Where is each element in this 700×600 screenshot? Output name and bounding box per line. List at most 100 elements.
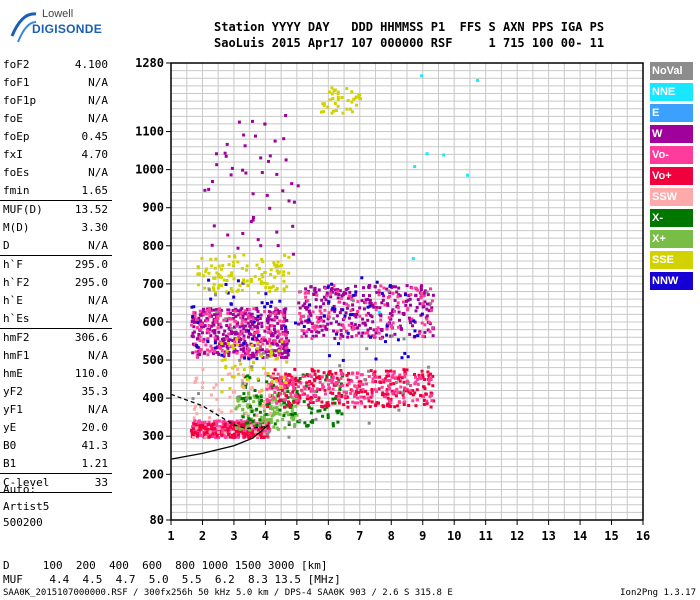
echo-point <box>220 267 223 271</box>
echo-point <box>272 377 276 381</box>
echo-point <box>288 380 292 384</box>
echo-point <box>210 347 214 350</box>
echo-point <box>262 432 266 436</box>
echo-point <box>363 321 367 325</box>
echo-point <box>242 386 246 390</box>
echo-point <box>242 368 246 372</box>
echo-point <box>331 290 335 294</box>
echo-point <box>381 298 385 302</box>
echo-point <box>331 424 335 428</box>
echo-point <box>236 279 240 283</box>
echo-point <box>379 337 383 341</box>
echo-point <box>318 380 322 384</box>
echo-point <box>219 308 223 312</box>
echo-point <box>236 428 240 432</box>
echo-point <box>361 321 365 325</box>
echo-point <box>225 349 229 353</box>
echo-point <box>427 320 431 324</box>
echo-point <box>284 343 288 347</box>
echo-point <box>330 111 334 115</box>
echo-point <box>313 372 317 376</box>
echo-point <box>205 431 209 434</box>
echo-point <box>208 416 212 420</box>
echo-point <box>255 422 259 426</box>
echo-point <box>396 391 400 395</box>
echo-point <box>199 433 203 437</box>
echo-point <box>397 325 400 329</box>
echo-point <box>191 316 195 320</box>
echo-point <box>282 137 286 141</box>
echo-point <box>351 400 355 404</box>
echo-point <box>359 395 363 399</box>
echo-point <box>243 356 247 360</box>
echo-point <box>239 343 243 347</box>
echo-point <box>345 87 349 91</box>
echo-point <box>366 318 370 322</box>
echo-point <box>352 313 356 316</box>
echo-point <box>323 324 327 328</box>
param-row: fmin 1.65 <box>0 182 112 201</box>
echo-point <box>285 285 289 289</box>
echo-point <box>232 375 236 379</box>
echo-point <box>261 404 265 407</box>
echo-point <box>273 312 277 316</box>
echo-point <box>416 334 420 338</box>
echo-point <box>222 337 226 341</box>
echo-point <box>388 379 392 382</box>
echo-point <box>425 317 429 321</box>
echo-point <box>298 377 302 380</box>
echo-point <box>274 397 278 401</box>
echo-point <box>266 384 270 388</box>
echo-point <box>403 386 406 390</box>
echo-point <box>278 386 282 389</box>
echo-point <box>375 328 379 332</box>
echo-point <box>322 319 326 323</box>
echo-point <box>239 362 243 366</box>
echo-point <box>281 320 285 324</box>
echo-point <box>334 371 338 375</box>
echo-point <box>323 388 327 392</box>
echo-point <box>373 370 377 374</box>
echo-point <box>426 293 430 297</box>
echo-point <box>281 418 285 421</box>
param-value: 306.6 <box>74 331 108 344</box>
echo-point <box>377 331 381 335</box>
echo-point <box>260 419 264 422</box>
echo-point <box>234 315 238 319</box>
echo-point <box>246 414 250 418</box>
echo-point <box>249 354 253 357</box>
echo-point <box>196 434 199 438</box>
echo-point <box>207 309 211 313</box>
echo-point <box>291 380 295 384</box>
echo-point <box>286 353 290 357</box>
x-tick-label: 7 <box>356 529 363 543</box>
echo-point <box>420 74 424 78</box>
echo-point <box>297 322 301 326</box>
echo-point <box>283 253 287 257</box>
echo-point <box>248 316 252 320</box>
echo-point <box>346 296 350 300</box>
param-value: 13.52 <box>74 203 108 216</box>
echo-point <box>225 345 229 349</box>
echo-point <box>269 286 273 290</box>
echo-point <box>213 341 217 345</box>
echo-point <box>256 238 260 242</box>
echo-point <box>340 294 344 298</box>
echo-point <box>315 399 319 403</box>
echo-point <box>428 378 431 382</box>
echo-point <box>396 295 400 299</box>
echo-point <box>356 371 360 375</box>
echo-point <box>234 426 238 430</box>
echo-point <box>211 435 215 438</box>
echo-point <box>307 386 311 390</box>
echo-point <box>266 340 270 344</box>
echo-point <box>302 314 306 318</box>
echo-point <box>328 98 332 102</box>
echo-point <box>301 329 305 333</box>
echo-point <box>244 311 247 315</box>
echo-point <box>243 381 247 385</box>
echo-point <box>381 404 385 408</box>
param-value: 1.65 <box>81 184 109 197</box>
echo-point <box>428 395 432 399</box>
echo-point <box>195 432 199 435</box>
